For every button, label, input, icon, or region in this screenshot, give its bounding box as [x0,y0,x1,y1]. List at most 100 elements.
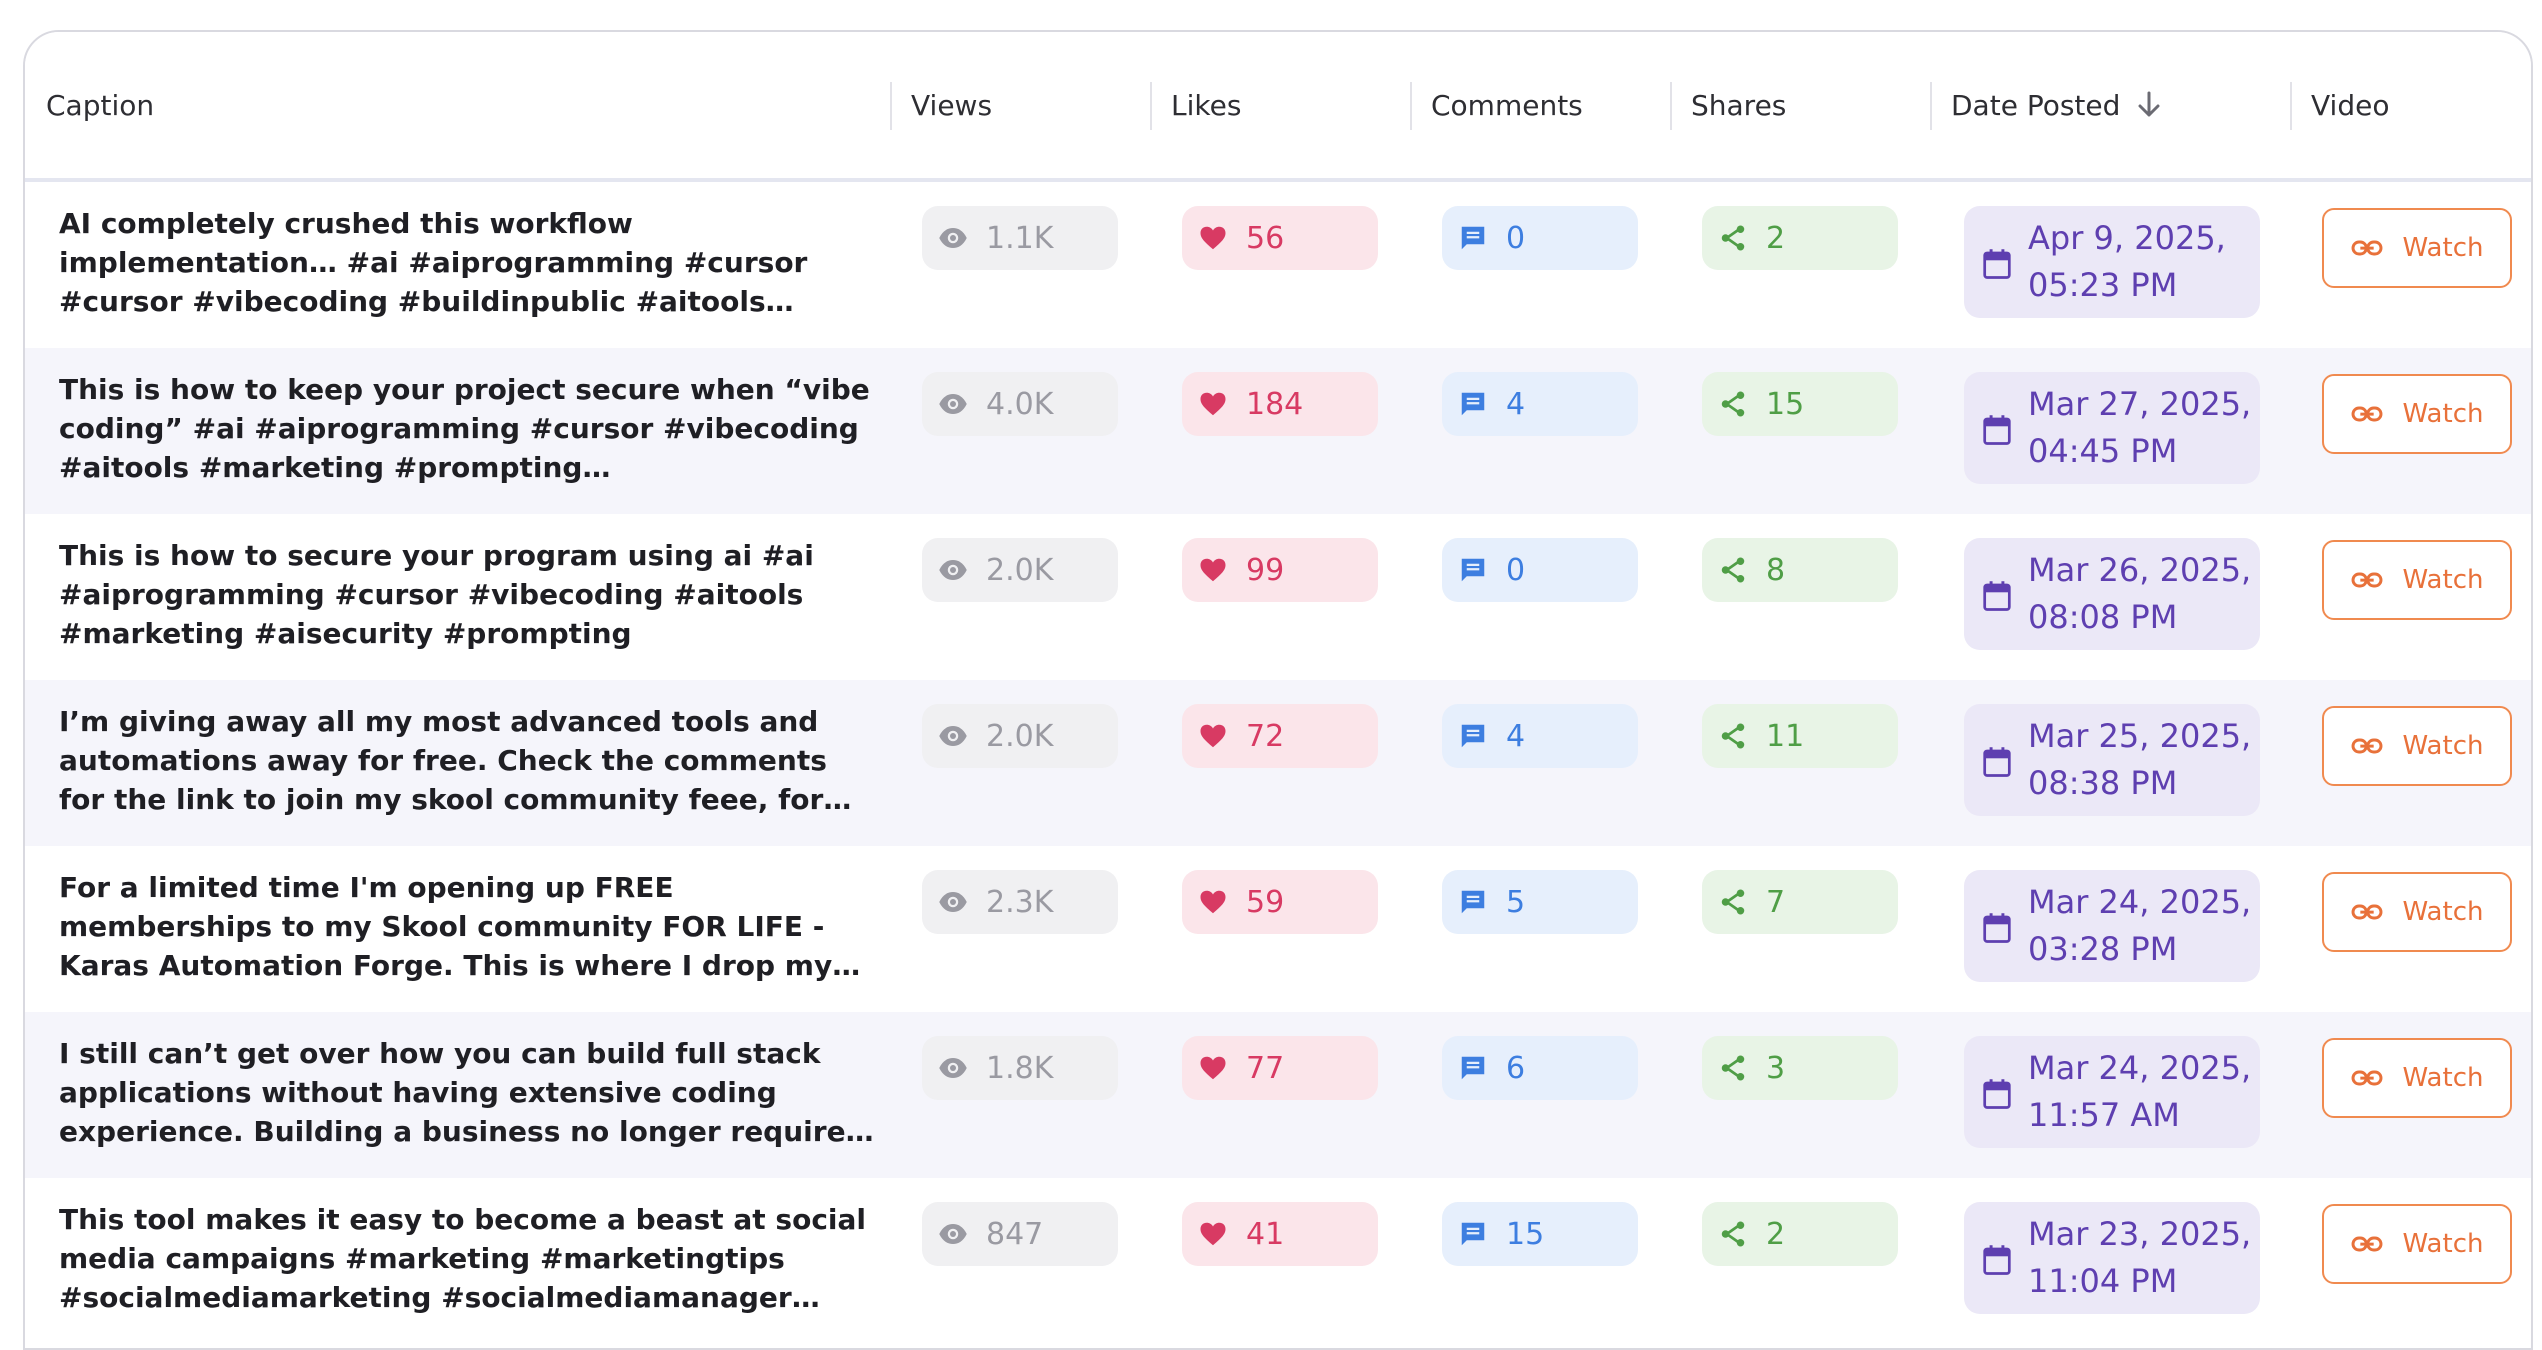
watch-button[interactable]: Watch [2322,540,2512,620]
date-line-2: 08:08 PM [2028,598,2178,636]
comments-count: 0 [1506,220,1526,256]
watch-button[interactable]: Watch [2322,1038,2512,1118]
shares-badge: 2 [1702,1202,1898,1266]
comments-count: 4 [1506,718,1526,754]
caption-cell: This is how to secure your program using… [59,539,814,650]
comments-count: 6 [1506,1050,1526,1086]
likes-badge: 41 [1182,1202,1378,1266]
date-posted-badge: Mar 24, 2025, 11:57 AM [1964,1036,2260,1148]
likes-badge: 59 [1182,870,1378,934]
share-icon [1718,1053,1748,1083]
views-count: 1.1K [986,220,1054,256]
watch-button[interactable]: Watch [2322,872,2512,952]
column-divider[interactable] [1930,82,1932,130]
watch-label: Watch [2402,897,2484,927]
date-posted-badge: Apr 9, 2025, 05:23 PM [1964,206,2260,318]
watch-label: Watch [2402,1229,2484,1259]
shares-count: 2 [1766,220,1786,256]
likes-badge: 77 [1182,1036,1378,1100]
likes-count: 77 [1246,1050,1285,1086]
share-icon [1718,721,1748,751]
likes-badge: 184 [1182,372,1378,436]
more-indicator[interactable]: ... [2529,1064,2531,1094]
eye-icon [938,1219,968,1249]
eye-icon [938,721,968,751]
more-indicator[interactable]: ... [2529,898,2531,928]
calendar-icon [1982,246,2012,279]
posts-table: Caption Views Likes Comments Shares Date… [23,30,2533,1350]
views-count: 847 [986,1216,1044,1252]
eye-icon [938,389,968,419]
arrow-down-icon[interactable] [2136,90,2162,120]
eye-icon [938,1053,968,1083]
comment-icon [1458,555,1488,585]
date-line-1: Mar 27, 2025, [2028,385,2252,423]
eye-icon [938,887,968,917]
likes-count: 41 [1246,1216,1285,1252]
date-line-2: 04:45 PM [2028,432,2178,470]
caption-cell: I’m giving away all my most advanced too… [59,705,827,816]
likes-count: 72 [1246,718,1285,754]
watch-button[interactable]: Watch [2322,1204,2512,1284]
likes-badge: 99 [1182,538,1378,602]
link-icon [2351,232,2383,264]
date-line-1: Mar 26, 2025, [2028,551,2252,589]
table-row: I’m giving away all my most advanced too… [25,680,2531,846]
date-line-1: Mar 24, 2025, [2028,1049,2252,1087]
shares-badge: 2 [1702,206,1898,270]
watch-button[interactable]: Watch [2322,208,2512,288]
more-indicator[interactable]: ... [2529,1230,2531,1260]
table-row: This tool makes it easy to become a beas… [25,1178,2531,1344]
link-icon [2351,1228,2383,1260]
date-posted-badge: Mar 24, 2025, 03:28 PM [1964,870,2260,982]
calendar-icon [1982,910,2012,943]
eye-icon [938,223,968,253]
table-row: This is how to secure your program using… [25,514,2531,680]
likes-count: 56 [1246,220,1285,256]
heart-icon [1198,389,1228,419]
date-posted-badge: Mar 25, 2025, 08:38 PM [1964,704,2260,816]
shares-count: 15 [1766,386,1805,422]
watch-button[interactable]: Watch [2322,374,2512,454]
watch-button[interactable]: Watch [2322,706,2512,786]
views-badge: 1.8K [922,1036,1118,1100]
comments-badge: 4 [1442,704,1638,768]
column-header-comments[interactable]: Comments [1431,88,1583,122]
column-header-caption[interactable]: Caption [46,88,155,122]
column-header-likes[interactable]: Likes [1171,88,1242,122]
column-header-video[interactable]: Video [2311,88,2390,122]
heart-icon [1198,887,1228,917]
watch-label: Watch [2402,233,2484,263]
column-divider[interactable] [1150,82,1152,130]
column-divider[interactable] [1670,82,1672,130]
table-header: Caption Views Likes Comments Shares Date… [25,32,2531,182]
caption-cell: For a limited time I'm opening up FREE m… [59,871,833,982]
comments-badge: 0 [1442,538,1638,602]
column-header-views[interactable]: Views [911,88,993,122]
column-divider[interactable] [890,82,892,130]
comment-icon [1458,389,1488,419]
share-icon [1718,1219,1748,1249]
likes-count: 184 [1246,386,1304,422]
column-divider[interactable] [1410,82,1412,130]
views-count: 2.3K [986,884,1054,920]
calendar-icon [1982,412,2012,445]
likes-count: 99 [1246,552,1285,588]
link-icon [2351,896,2383,928]
column-header-shares[interactable]: Shares [1691,88,1787,122]
caption-cell: I still can’t get over how you can build… [59,1037,863,1148]
link-icon [2351,730,2383,762]
more-indicator[interactable]: ... [2529,566,2531,596]
shares-count: 8 [1766,552,1786,588]
more-indicator[interactable]: ... [2529,732,2531,762]
calendar-icon [1982,578,2012,611]
column-header-date-posted[interactable]: Date Posted [1951,32,2162,178]
comment-icon [1458,223,1488,253]
date-posted-badge: Mar 27, 2025, 04:45 PM [1964,372,2260,484]
share-icon [1718,555,1748,585]
column-divider[interactable] [2290,82,2292,130]
views-count: 4.0K [986,386,1054,422]
more-indicator[interactable]: ... [2529,400,2531,430]
more-indicator[interactable]: ... [2529,234,2531,264]
views-badge: 4.0K [922,372,1118,436]
